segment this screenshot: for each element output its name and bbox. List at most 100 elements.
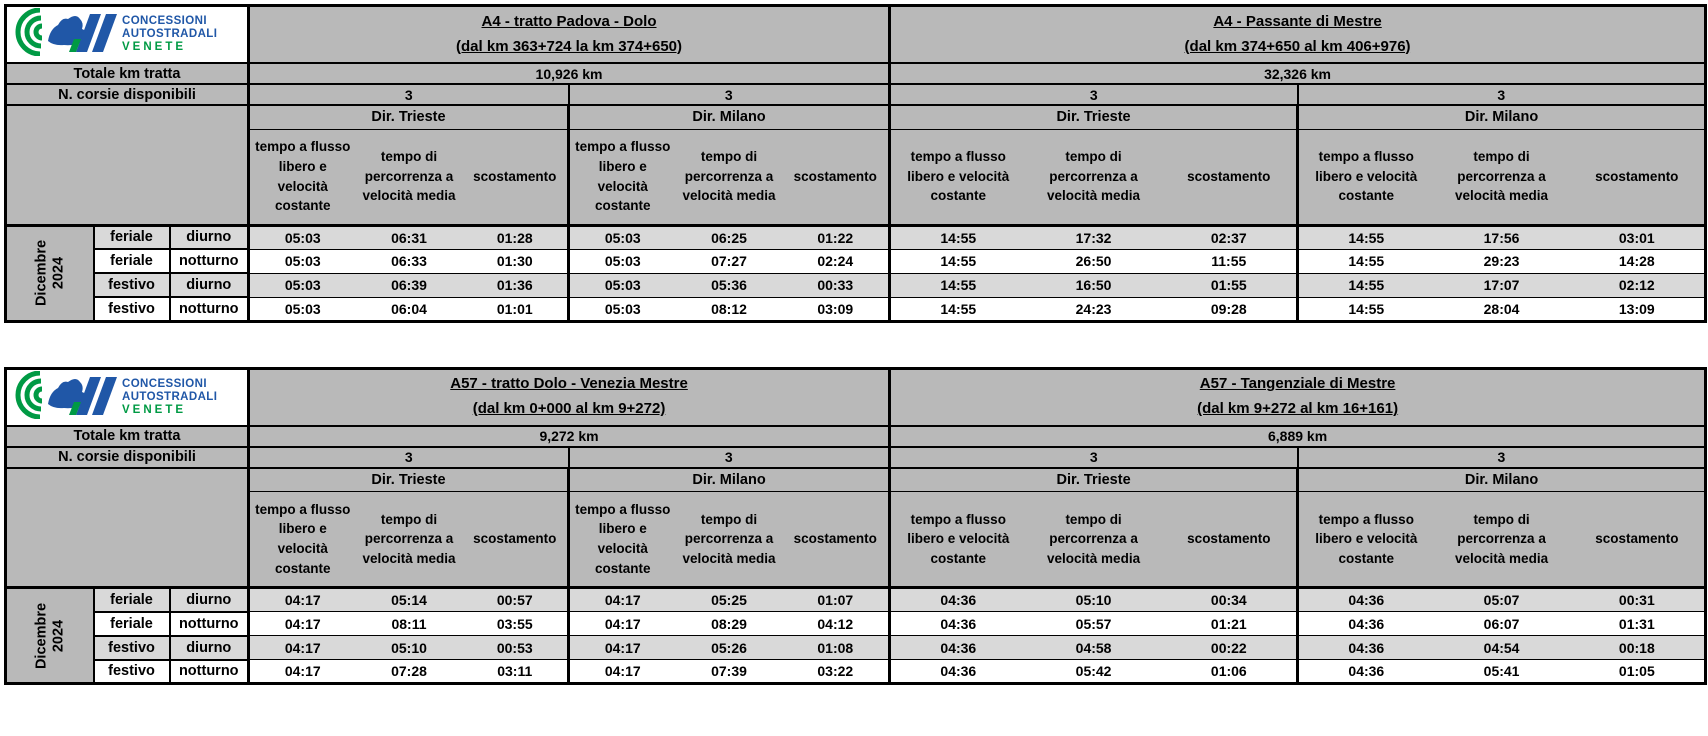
period-year: 2024 bbox=[49, 256, 66, 290]
lanes-value: 3 bbox=[247, 446, 569, 469]
section-title-cell: A4 - Passante di Mestre (dal km 374+650 a… bbox=[888, 5, 1706, 64]
travel-time-cell: 04:12 bbox=[782, 611, 890, 636]
travel-time-cell: 24:23 bbox=[1025, 297, 1162, 322]
lanes-value: 3 bbox=[567, 446, 890, 469]
logo-green-arcs bbox=[15, 370, 42, 419]
cav-logo-cell: CONCESSIONI AUTOSTRADALI VENETE bbox=[5, 5, 249, 64]
time-band-label: diurno bbox=[168, 224, 250, 250]
col-header-deviation: scostamento bbox=[782, 491, 890, 589]
brand-line-2: AUTOSTRADALI bbox=[122, 28, 217, 40]
travel-time-cell: 05:03 bbox=[247, 225, 356, 250]
period-label: Dicembre 2024 bbox=[33, 588, 66, 683]
section-subtitle: (dal km 363+724 la km 374+650) bbox=[456, 37, 683, 55]
total-km-value: 6,889 km bbox=[888, 425, 1706, 448]
total-km-value: 32,326 km bbox=[888, 63, 1706, 85]
travel-time-cell: 05:57 bbox=[1025, 611, 1162, 636]
time-band-label: diurno bbox=[168, 586, 250, 612]
total-km-label: Totale km tratta bbox=[5, 425, 249, 448]
lanes-value: 3 bbox=[1296, 84, 1706, 106]
travel-time-cell: 04:36 bbox=[1296, 635, 1434, 660]
day-type-label: feriale bbox=[92, 224, 171, 250]
travel-time-cell: 03:01 bbox=[1569, 225, 1706, 250]
day-type-label: feriale bbox=[92, 610, 171, 636]
section-title-cell: A4 - tratto Padova - Dolo (dal km 363+724… bbox=[246, 5, 890, 64]
direction-header: Dir. Milano bbox=[1296, 467, 1706, 492]
travel-times-report-page: CONCESSIONI AUTOSTRADALI VENETE A4 - tra… bbox=[4, 4, 1708, 685]
travel-time-cell: 05:36 bbox=[675, 273, 783, 298]
travel-time-cell: 04:17 bbox=[567, 635, 676, 660]
period-label: Dicembre 2024 bbox=[33, 225, 66, 320]
travel-time-cell: 04:17 bbox=[567, 659, 676, 684]
travel-time-cell: 26:50 bbox=[1025, 249, 1162, 274]
travel-time-cell: 01:55 bbox=[1161, 273, 1298, 298]
travel-time-cell: 05:03 bbox=[567, 249, 676, 274]
travel-time-cell: 07:39 bbox=[675, 659, 783, 684]
lion-icon bbox=[47, 378, 86, 408]
brand-line-3: VENETE bbox=[122, 404, 186, 416]
section-subtitle: (dal km 374+650 al km 406+976) bbox=[1184, 37, 1411, 55]
travel-time-cell: 05:10 bbox=[1025, 587, 1162, 612]
data-row: festivo diurno 05:03 06:39 01:36 05:03 05:36 00… bbox=[5, 272, 1706, 298]
travel-time-cell: 01:06 bbox=[1161, 659, 1298, 684]
col-header-avg-travel-time: tempo di percorrenza a velocità media bbox=[1025, 491, 1162, 589]
travel-time-cell: 13:09 bbox=[1569, 297, 1706, 322]
travel-time-cell: 01:28 bbox=[462, 225, 569, 250]
travel-time-cell: 03:22 bbox=[782, 659, 890, 684]
total-km-label: Totale km tratta bbox=[5, 63, 249, 85]
travel-time-cell: 01:08 bbox=[782, 635, 890, 660]
travel-time-cell: 00:34 bbox=[1161, 587, 1298, 612]
data-row: Dicembre 2024 feriale diurno 05:03 06:31 01:28… bbox=[5, 224, 1706, 322]
col-header-avg-travel-time: tempo di percorrenza a velocità media bbox=[1433, 129, 1570, 227]
lanes-value: 3 bbox=[567, 84, 890, 106]
data-row: feriale notturno 05:03 06:33 01:30 05:03 07:27… bbox=[5, 248, 1706, 274]
direction-header: Dir. Milano bbox=[566, 467, 890, 492]
lanes-value: 3 bbox=[247, 84, 569, 106]
travel-time-cell: 05:03 bbox=[567, 297, 676, 322]
col-header-free-flow-time: tempo a flusso libero e velocità costant… bbox=[247, 491, 356, 589]
col-header-avg-travel-time: tempo di percorrenza a velocità media bbox=[355, 491, 463, 589]
period-label-cell: Dicembre 2024 bbox=[5, 225, 95, 322]
travel-time-cell: 05:14 bbox=[355, 587, 463, 612]
travel-time-cell: 07:28 bbox=[355, 659, 463, 684]
corner-spacer-cell bbox=[5, 467, 249, 589]
travel-time-cell: 04:17 bbox=[567, 587, 676, 612]
title-row: CONCESSIONI AUTOSTRADALI VENETE A57 - tr… bbox=[5, 368, 1706, 427]
corner-spacer-cell bbox=[5, 105, 249, 227]
travel-time-cell: 08:29 bbox=[675, 611, 783, 636]
travel-time-cell: 00:57 bbox=[462, 587, 569, 612]
travel-time-cell: 05:03 bbox=[567, 273, 676, 298]
travel-time-cell: 04:36 bbox=[1296, 611, 1434, 636]
lanes-row: N. corsie disponibili 3 3 3 3 bbox=[5, 446, 1706, 469]
travel-time-cell: 05:25 bbox=[675, 587, 783, 612]
brand-line-3: VENETE bbox=[122, 41, 186, 53]
travel-time-cell: 00:18 bbox=[1569, 635, 1706, 660]
travel-time-cell: 28:04 bbox=[1433, 297, 1570, 322]
period-year: 2024 bbox=[49, 619, 66, 652]
travel-time-cell: 01:01 bbox=[462, 297, 569, 322]
lanes-value: 3 bbox=[888, 446, 1298, 469]
travel-time-cell: 04:17 bbox=[247, 611, 356, 636]
travel-time-cell: 01:07 bbox=[782, 587, 890, 612]
col-header-deviation: scostamento bbox=[462, 129, 569, 227]
travel-time-cell: 04:36 bbox=[888, 635, 1026, 660]
travel-time-cell: 04:58 bbox=[1025, 635, 1162, 660]
travel-time-cell: 14:55 bbox=[1296, 249, 1434, 274]
travel-time-cell: 01:22 bbox=[782, 225, 890, 250]
travel-time-cell: 03:11 bbox=[462, 659, 569, 684]
time-band-label: notturno bbox=[168, 610, 250, 636]
travel-time-cell: 14:55 bbox=[888, 273, 1026, 298]
travel-time-cell: 14:55 bbox=[888, 249, 1026, 274]
travel-time-cell: 00:33 bbox=[782, 273, 890, 298]
column-header-row: tempo a flusso libero e velocità costant… bbox=[6, 491, 1706, 589]
section-title: A4 - tratto Padova - Dolo bbox=[481, 12, 657, 30]
day-type-label: festivo bbox=[92, 658, 171, 684]
section-subtitle: (dal km 9+272 al km 16+161) bbox=[1197, 400, 1399, 417]
logo-stripes bbox=[68, 14, 117, 52]
brand-line-1: CONCESSIONI bbox=[122, 378, 207, 390]
time-band-label: notturno bbox=[168, 658, 250, 684]
col-header-avg-travel-time: tempo di percorrenza a velocità media bbox=[1025, 129, 1162, 227]
travel-time-cell: 07:27 bbox=[675, 249, 783, 274]
travel-time-cell: 14:55 bbox=[888, 297, 1026, 322]
travel-time-cell: 05:07 bbox=[1433, 587, 1570, 612]
travel-time-cell: 05:03 bbox=[567, 225, 676, 250]
